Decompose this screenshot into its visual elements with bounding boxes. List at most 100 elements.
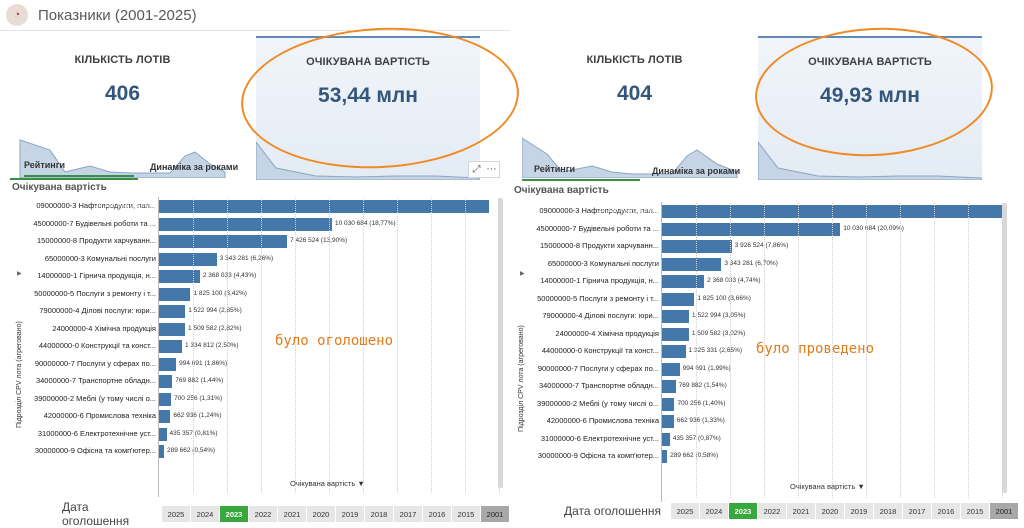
- scrollbar[interactable]: [498, 198, 503, 488]
- year-button[interactable]: 2025: [162, 506, 190, 522]
- category-label[interactable]: 65000000-3 Комунальні послуги: [547, 258, 659, 268]
- bar[interactable]: [662, 397, 675, 411]
- expand-arrow-icon[interactable]: ▶: [520, 271, 525, 277]
- tab-dynamics[interactable]: Динаміка за роками: [150, 162, 239, 172]
- category-label[interactable]: 45000000-7 Будівельні роботи та ...: [33, 218, 156, 228]
- year-button[interactable]: 2016: [423, 506, 451, 522]
- category-label[interactable]: 50000000-5 Послуги з ремонту і т...: [537, 293, 659, 303]
- bar[interactable]: [159, 340, 183, 353]
- category-label[interactable]: 50000000-5 Послуги з ремонту і т...: [34, 288, 156, 298]
- year-button[interactable]: 2022: [757, 503, 786, 519]
- bar[interactable]: [159, 287, 191, 301]
- x-axis-label[interactable]: Очікувана вартість ▼: [290, 479, 365, 488]
- bar[interactable]: [662, 362, 680, 376]
- category-label[interactable]: 42000000-6 Промислова техніка: [546, 416, 659, 425]
- category-label[interactable]: 44000000-0 Конструкції та конст...: [541, 346, 659, 355]
- year-button[interactable]: 2020: [815, 503, 844, 519]
- category-label[interactable]: 39000000-2 Меблі (у тому числі о...: [34, 393, 156, 403]
- tab-ratings[interactable]: Рейтинги: [24, 160, 134, 177]
- year-button[interactable]: 2015: [452, 506, 480, 522]
- bar[interactable]: [662, 415, 674, 428]
- year-button[interactable]: 2016: [931, 503, 960, 519]
- category-label[interactable]: 14000000-1 Гірнича продукція, н...: [540, 276, 659, 285]
- year-button[interactable]: 2024: [699, 503, 728, 519]
- year-button[interactable]: 2022: [249, 506, 277, 522]
- year-button[interactable]: 2020: [307, 506, 335, 522]
- bar[interactable]: [662, 292, 695, 306]
- x-axis-label[interactable]: Очікувана вартість ▼: [790, 482, 865, 491]
- bar[interactable]: [159, 235, 288, 248]
- bar[interactable]: [159, 357, 177, 371]
- kpi-expected-value[interactable]: ОЧІКУВАНА ВАРТІСТЬ 49,93 млн: [758, 36, 982, 180]
- category-label[interactable]: 09000000-3 Нафтопродукти, пал...: [539, 206, 659, 215]
- year-button[interactable]: 2017: [394, 506, 422, 522]
- bar[interactable]: [662, 310, 690, 323]
- category-label[interactable]: 39000000-2 Меблі (у тому числі о...: [537, 398, 659, 408]
- category-label[interactable]: 24000000-4 Хімічна продукція: [555, 328, 659, 338]
- tab-dynamics[interactable]: Динаміка за роками: [652, 166, 741, 176]
- bar[interactable]: [662, 450, 668, 463]
- tab-ratings[interactable]: Рейтинги: [522, 164, 640, 181]
- kpi-expected-value[interactable]: ОЧІКУВАНА ВАРТІСТЬ 53,44 млн: [256, 36, 480, 180]
- kpi-lot-count[interactable]: КІЛЬКІСТЬ ЛОТІВ 404: [522, 36, 747, 178]
- year-button[interactable]: 2021: [278, 506, 306, 522]
- bar[interactable]: [662, 380, 676, 393]
- category-label[interactable]: 31000000-6 Електротехнічне уст...: [37, 428, 156, 438]
- bar[interactable]: [159, 252, 217, 266]
- category-label[interactable]: 42000000-6 Промислова техніка: [43, 411, 156, 420]
- category-label[interactable]: 44000000-0 Конструкції та конст...: [38, 341, 156, 350]
- bar[interactable]: [662, 345, 686, 358]
- more-icon[interactable]: ⋯: [486, 164, 497, 175]
- bar[interactable]: [159, 410, 171, 423]
- gridline: [431, 198, 432, 493]
- category-label[interactable]: 30000000-9 Офісна та комп'ютер...: [537, 451, 659, 460]
- expand-icon[interactable]: ⤢: [472, 164, 481, 175]
- category-label[interactable]: 34000000-7 Транспортне обладн...: [35, 376, 156, 385]
- bar[interactable]: [159, 322, 186, 336]
- year-button[interactable]: 2023: [728, 503, 757, 519]
- kpi-lot-count[interactable]: КІЛЬКІСТЬ ЛОТІВ 406: [10, 36, 235, 178]
- category-label[interactable]: 65000000-3 Комунальні послуги: [44, 253, 156, 263]
- bar[interactable]: [662, 327, 689, 341]
- category-label[interactable]: 79000000-4 Ділові послуги: юри...: [542, 311, 659, 320]
- year-button[interactable]: 2017: [902, 503, 931, 519]
- category-label[interactable]: 30000000-9 Офісна та комп'ютер...: [34, 446, 156, 455]
- category-label[interactable]: 15000000-8 Продукти харчуванн...: [540, 241, 659, 250]
- year-button[interactable]: 2023: [220, 506, 248, 522]
- category-label[interactable]: 45000000-7 Будівельні роботи та ...: [536, 223, 659, 233]
- bar[interactable]: [159, 305, 186, 318]
- bar[interactable]: [662, 257, 722, 271]
- year-button[interactable]: 2021: [786, 503, 815, 519]
- expand-arrow-icon[interactable]: ▶: [17, 271, 22, 277]
- category-label[interactable]: 90000000-7 Послуги у сферах по...: [537, 363, 659, 373]
- category-label[interactable]: 09000000-3 Нафтопродукти, пал...: [36, 201, 156, 210]
- bar[interactable]: [662, 432, 670, 446]
- category-label[interactable]: 15000000-8 Продукти харчуванн...: [37, 236, 156, 245]
- bar[interactable]: [662, 275, 705, 288]
- year-button[interactable]: 2018: [365, 506, 393, 522]
- category-label[interactable]: 24000000-4 Хімічна продукція: [52, 323, 156, 333]
- year-button[interactable]: 2019: [844, 503, 873, 519]
- category-label[interactable]: 14000000-1 Гірнича продукція, н...: [37, 271, 156, 280]
- bar[interactable]: [159, 392, 172, 406]
- year-button[interactable]: 2025: [670, 503, 699, 519]
- year-button[interactable]: 2015: [960, 503, 989, 519]
- scrollbar[interactable]: [1002, 203, 1007, 493]
- bar[interactable]: [159, 217, 332, 231]
- bar[interactable]: [159, 200, 489, 213]
- bar[interactable]: [662, 222, 841, 236]
- category-label[interactable]: 34000000-7 Транспортне обладн...: [538, 381, 659, 390]
- category-label[interactable]: 31000000-6 Електротехнічне уст...: [540, 433, 659, 443]
- bar[interactable]: [159, 445, 164, 458]
- chart-title: Очікувана вартість: [514, 185, 609, 196]
- bar[interactable]: [159, 375, 173, 388]
- category-label[interactable]: 79000000-4 Ділові послуги: юри...: [39, 306, 156, 315]
- year-button[interactable]: 2018: [873, 503, 902, 519]
- category-label[interactable]: 90000000-7 Послуги у сферах по...: [34, 358, 156, 368]
- year-button[interactable]: 2024: [191, 506, 219, 522]
- bar[interactable]: [159, 427, 167, 441]
- year-button[interactable]: 2001: [481, 506, 509, 522]
- bar[interactable]: [159, 270, 200, 283]
- year-button[interactable]: 2001: [989, 503, 1018, 519]
- year-button[interactable]: 2019: [336, 506, 364, 522]
